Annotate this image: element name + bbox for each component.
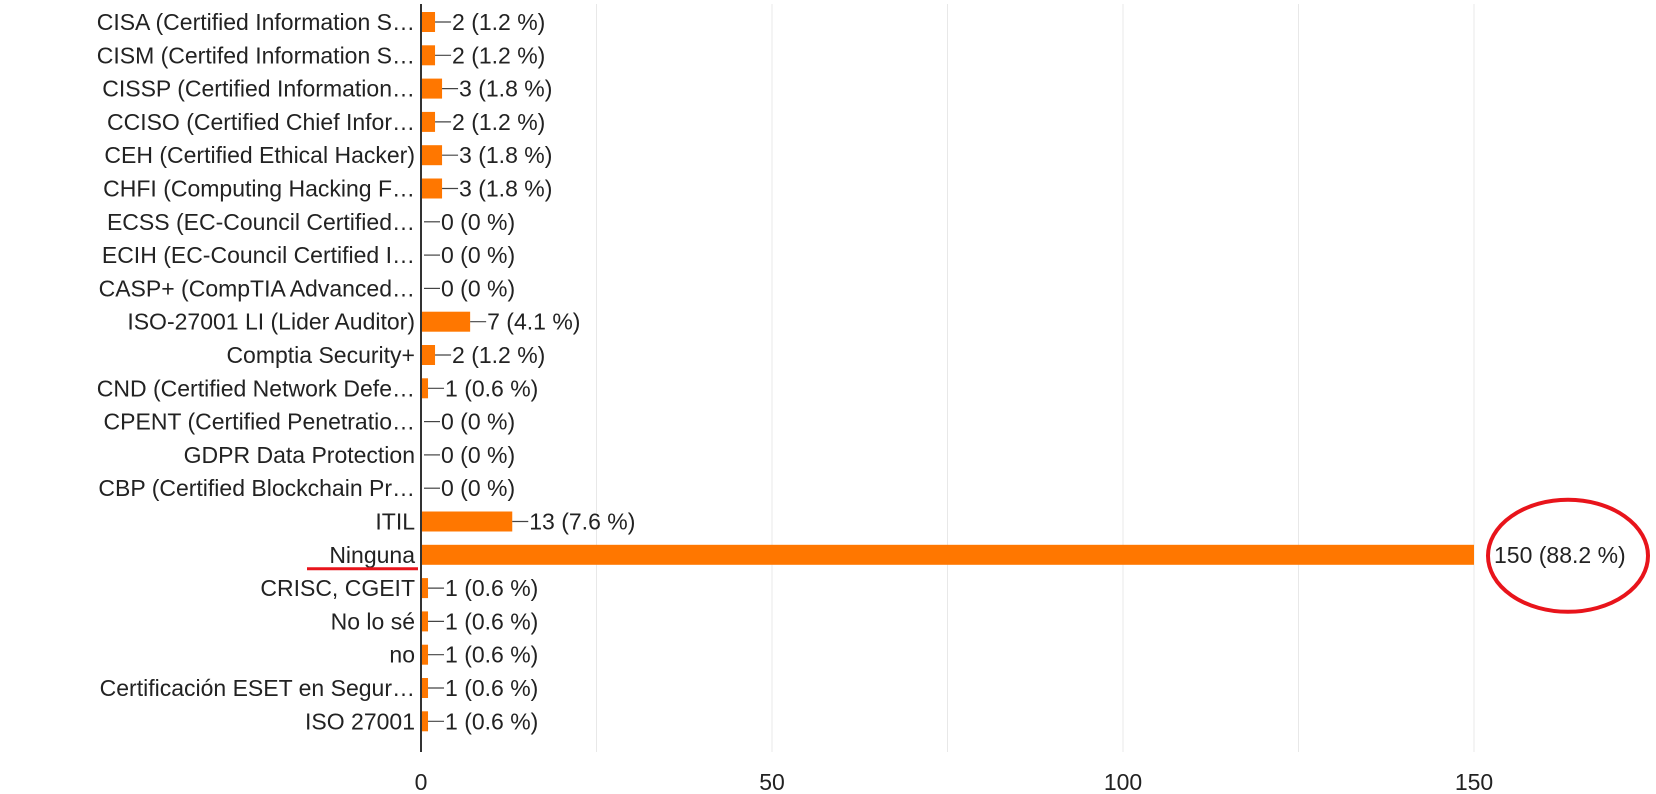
data-label: 0 (0 %) <box>441 242 515 268</box>
category-label: CASP+ (CompTIA Advanced… <box>99 275 415 301</box>
data-label: 3 (1.8 %) <box>459 142 552 168</box>
bar <box>421 378 429 399</box>
x-tick-label: 150 <box>1455 769 1493 794</box>
data-label: 0 (0 %) <box>441 209 515 235</box>
data-label: 1 (0.6 %) <box>445 675 538 701</box>
data-label: 2 (1.2 %) <box>452 342 545 368</box>
category-label: ISO-27001 LI (Lider Auditor) <box>127 309 415 335</box>
category-label: GDPR Data Protection <box>184 442 415 468</box>
data-label: 0 (0 %) <box>441 475 515 501</box>
data-label: 3 (1.8 %) <box>459 176 552 202</box>
bar <box>421 544 1474 565</box>
data-label: 1 (0.6 %) <box>445 708 538 734</box>
leader-lines <box>424 21 529 722</box>
bar <box>421 178 443 199</box>
data-label: 1 (0.6 %) <box>445 575 538 601</box>
bar <box>421 111 436 132</box>
category-label: CPENT (Certified Penetratio… <box>104 409 415 435</box>
category-label: CND (Certified Network Defe… <box>97 375 415 401</box>
category-label: ISO 27001 <box>305 708 415 734</box>
category-label: ITIL <box>375 509 415 535</box>
category-label: CEH (Certified Ethical Hacker) <box>104 142 415 168</box>
data-labels: 2 (1.2 %) 2 (1.2 %) 3 (1.8 %) 2 (1.2 %) 3 (1… <box>441 9 1626 734</box>
bar <box>421 345 436 365</box>
x-tick-label: 50 <box>759 769 785 794</box>
bar <box>421 578 429 599</box>
data-label: 2 (1.2 %) <box>452 9 545 35</box>
data-label: 1 (0.6 %) <box>445 608 538 634</box>
grid-lines <box>596 4 1475 752</box>
data-label: 2 (1.2 %) <box>452 109 545 135</box>
category-label: CISM (Certifed Information S… <box>97 42 415 68</box>
bar <box>421 145 443 166</box>
category-label: CISSP (Certified Information… <box>102 76 415 102</box>
category-label: Ninguna <box>329 542 415 568</box>
data-label: 0 (0 %) <box>441 442 515 468</box>
category-label: Comptia Security+ <box>226 342 415 368</box>
data-label: 0 (0 %) <box>441 275 515 301</box>
bar <box>421 311 471 332</box>
bar <box>421 511 513 532</box>
bar <box>421 12 436 32</box>
category-label: no <box>389 642 415 668</box>
bar <box>421 45 436 66</box>
highlight-circle <box>1486 497 1650 614</box>
bars <box>421 12 1474 732</box>
category-label: ECSS (EC-Council Certified… <box>107 209 415 235</box>
bar <box>421 711 429 732</box>
data-label: 1 (0.6 %) <box>445 375 538 401</box>
category-label: Certificación ESET en Segur… <box>100 675 415 701</box>
category-label: ECIH (EC-Council Certified I… <box>102 242 415 268</box>
x-tick-label: 0 <box>415 769 428 794</box>
data-label: 1 (0.6 %) <box>445 642 538 668</box>
bar <box>421 678 429 698</box>
data-label: 2 (1.2 %) <box>452 42 545 68</box>
category-label: No lo sé <box>331 608 415 634</box>
x-tick-labels: 0 50 100 150 <box>415 769 1494 794</box>
category-label: CISA (Certified Information S… <box>97 9 415 35</box>
data-label: 7 (4.1 %) <box>487 309 580 335</box>
annotations <box>307 497 1650 614</box>
x-tick-label: 100 <box>1104 769 1142 794</box>
category-label: CBP (Certified Blockchain Pr… <box>98 475 415 501</box>
bar <box>421 644 429 665</box>
category-labels: CISA (Certified Information S… CISM (Cert… <box>97 9 416 734</box>
category-label: CRISC, CGEIT <box>260 575 415 601</box>
data-label: 0 (0 %) <box>441 409 515 435</box>
bar <box>421 611 429 632</box>
category-label: CCISO (Certified Chief Infor… <box>107 109 415 135</box>
category-label: CHFI (Computing Hacking F… <box>103 176 415 202</box>
data-label: 3 (1.8 %) <box>459 76 552 102</box>
data-label: 13 (7.6 %) <box>529 509 635 535</box>
data-label: 150 (88.2 %) <box>1494 542 1626 568</box>
bar <box>421 78 443 99</box>
